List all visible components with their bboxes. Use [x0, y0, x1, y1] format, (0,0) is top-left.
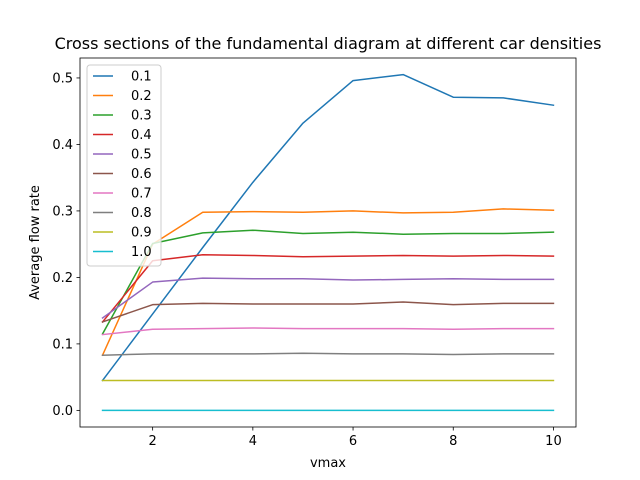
series-line-0.4: [101, 254, 555, 324]
legend-entry: 0.8: [131, 206, 152, 221]
y-tick-label: 0.4: [52, 138, 73, 153]
legend-entry: 0.9: [131, 226, 152, 241]
series-line-0.7: [101, 327, 555, 336]
x-tick-label: 4: [249, 434, 257, 449]
legend-entry: 0.5: [131, 148, 152, 163]
x-tick-label: 8: [449, 434, 457, 449]
y-tick-label: 0.2: [52, 271, 73, 286]
x-tick-label: 10: [545, 434, 562, 449]
legend: 0.1 0.2 0.3 0.4 0.5 0.6 0.7 0.8 0.9 1.0: [86, 64, 162, 267]
y-axis-label: Average flow rate: [28, 185, 43, 300]
series-line-0.5: [101, 277, 555, 320]
legend-entry: 0.2: [131, 89, 152, 104]
y-tick-label: 0.0: [52, 404, 73, 419]
series-line-0.2: [101, 208, 555, 357]
y-tick-label: 0.1: [52, 337, 73, 352]
legend-entry: 0.3: [131, 109, 152, 124]
y-tick-label: 0.5: [52, 71, 73, 86]
series-layer: [101, 73, 555, 412]
legend-entry: 0.7: [131, 187, 152, 202]
legend-entry: 0.4: [131, 128, 152, 143]
plot-area: [80, 58, 576, 427]
chart-title: Cross sections of the fundamental diagra…: [55, 34, 602, 53]
plot-frame: [79, 57, 577, 428]
legend-entry: 0.6: [131, 167, 152, 182]
axes-layer: 2 4 6 8 10 0.0 0.1 0.2 0.3 0.4 0.5: [52, 57, 577, 449]
x-tick-label: 6: [349, 434, 357, 449]
y-tick-label: 0.3: [52, 204, 73, 219]
x-tick-label: 2: [149, 434, 157, 449]
series-line-0.6: [101, 301, 555, 323]
series-line-0.8: [101, 352, 555, 356]
legend-entry: 1.0: [131, 245, 152, 260]
series-line-0.3: [101, 229, 555, 335]
legend-entry: 0.1: [131, 70, 152, 85]
x-axis-label: vmax: [310, 456, 346, 471]
